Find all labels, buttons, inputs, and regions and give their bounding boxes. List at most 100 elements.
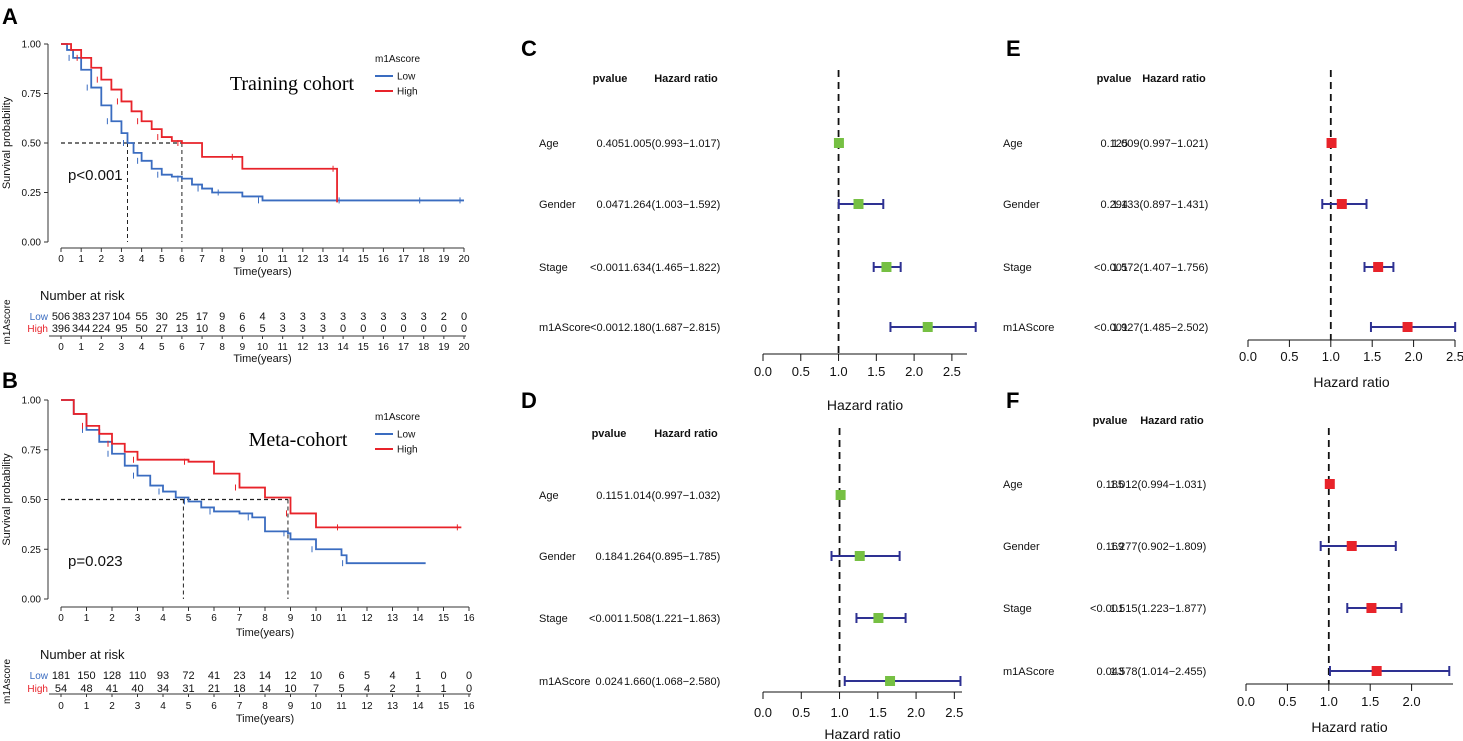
risk-count-low: 3 (400, 311, 406, 323)
risk-count-high: 14 (259, 683, 271, 695)
risk-count-low: 3 (360, 311, 366, 323)
risk-count-high: 0 (380, 323, 386, 335)
risk-x-tick-label: 0 (58, 342, 64, 353)
risk-count-low: 14 (259, 670, 271, 682)
x-tick-label: 2.0 (1405, 349, 1423, 364)
risk-x-tick-label: 20 (458, 342, 470, 353)
legend-title: m1Ascore (375, 412, 420, 423)
risk-count-low: 3 (340, 311, 346, 323)
pvalue-text: <0.001 (1094, 322, 1128, 334)
risk-x-tick-label: 19 (438, 342, 450, 353)
x-tick-label: 1.5 (869, 705, 887, 720)
x-tick-label: 0 (58, 613, 64, 624)
x-tick-label: 1.0 (1322, 349, 1340, 364)
risk-x-tick-label: 9 (288, 701, 294, 712)
risk-count-low: 3 (380, 311, 386, 323)
hr-point (1402, 322, 1413, 332)
variable-label: m1AScore (539, 676, 590, 688)
legend-title: m1Ascore (375, 54, 420, 65)
hr-ci-text: 1.927(1.485−2.502) (1112, 322, 1208, 334)
panel-letter: C (521, 36, 537, 61)
pvalue-text: <0.001 (1090, 603, 1124, 615)
risk-group-low: Low (30, 671, 49, 682)
cohort-title: Meta-cohort (249, 429, 348, 451)
variable-label: Gender (539, 199, 576, 211)
hr-ci-text: 2.180(1.687−2.815) (624, 322, 720, 334)
risk-count-high: 2 (389, 683, 395, 695)
risk-count-high: 95 (115, 323, 127, 335)
pvalue-text: 0.047 (596, 199, 624, 211)
risk-x-tick-label: 16 (378, 342, 390, 353)
x-axis-label: Time(years) (233, 266, 291, 278)
risk-count-high: 31 (182, 683, 194, 695)
hr-ci-text: 1.660(1.068−2.580) (624, 676, 720, 688)
risk-count-low: 23 (233, 670, 245, 682)
risk-x-tick-label: 8 (262, 701, 268, 712)
risk-count-high: 50 (135, 323, 147, 335)
risk-x-tick-label: 5 (159, 342, 165, 353)
x-tick-label: 7 (199, 254, 205, 265)
y-tick-label: 0.75 (22, 89, 42, 100)
variable-label: Age (1003, 479, 1023, 491)
risk-count-high: 0 (461, 323, 467, 335)
hr-point (1366, 603, 1377, 613)
x-tick-label: 16 (378, 254, 390, 265)
x-tick-label: 1 (84, 613, 90, 624)
variable-label: Age (539, 490, 559, 502)
risk-x-tick-label: 1 (84, 701, 90, 712)
risk-count-low: 30 (156, 311, 168, 323)
km-curve-low (61, 43, 464, 202)
variable-label: Age (1003, 138, 1023, 150)
x-tick-label: 10 (257, 254, 269, 265)
risk-count-low: 4 (259, 311, 265, 323)
x-tick-label: 0.0 (754, 364, 772, 379)
risk-table-title: Number at risk (40, 647, 125, 662)
x-tick-label: 6 (211, 613, 217, 624)
y-tick-label: 0.75 (22, 445, 42, 456)
variable-label: Age (539, 138, 559, 150)
panel-letter: A (2, 4, 18, 29)
y-tick-label: 0.50 (22, 495, 42, 506)
x-tick-label: 13 (387, 613, 399, 624)
x-tick-label: 16 (463, 613, 475, 624)
x-tick-label: 4 (139, 254, 145, 265)
risk-table-ylabel: m1Ascore (2, 659, 13, 704)
risk-count-low: 12 (284, 670, 296, 682)
p-value: p<0.001 (68, 167, 123, 184)
variable-label: Stage (539, 613, 568, 625)
x-tick-label: 0.5 (1280, 349, 1298, 364)
x-tick-label: 8 (219, 254, 225, 265)
x-tick-label: 3 (135, 613, 141, 624)
risk-count-high: 13 (176, 323, 188, 335)
y-tick-label: 0.25 (22, 188, 42, 199)
risk-count-high: 10 (284, 683, 296, 695)
x-tick-label: 0.5 (792, 705, 810, 720)
hr-ci-text: 1.012(0.994−1.031) (1110, 479, 1206, 491)
risk-count-high: 0 (466, 683, 472, 695)
x-axis-label: Hazard ratio (827, 397, 903, 413)
x-tick-label: 2.5 (943, 364, 961, 379)
x-tick-label: 1.5 (867, 364, 885, 379)
risk-x-tick-label: 2 (109, 701, 115, 712)
pvalue-text: 0.115 (596, 490, 623, 502)
risk-table-ylabel: m1Ascore (2, 299, 13, 344)
risk-count-high: 54 (55, 683, 67, 695)
risk-count-low: 0 (440, 670, 446, 682)
risk-count-high: 18 (233, 683, 245, 695)
risk-count-low: 506 (52, 311, 70, 323)
risk-count-high: 7 (313, 683, 319, 695)
x-tick-label: 2.0 (907, 705, 925, 720)
km-panel-b: B 0.00 0.25 0.50 0.75 1.00 Survival probabilit… (1, 368, 475, 725)
risk-count-high: 0 (400, 323, 406, 335)
km-panel-a: A 0.00 0.25 0.50 0.75 1.00 Survival probabilit… (1, 4, 470, 365)
risk-count-low: 3 (280, 311, 286, 323)
y-tick-label: 0.00 (22, 595, 42, 606)
risk-count-low: 9 (219, 311, 225, 323)
x-tick-label: 4 (160, 613, 166, 624)
risk-x-tick-label: 13 (317, 342, 329, 353)
risk-x-axis-label: Time(years) (236, 713, 294, 725)
hr-ci-text: 1.014(0.997−1.032) (624, 490, 720, 502)
hr-point (1371, 666, 1382, 676)
